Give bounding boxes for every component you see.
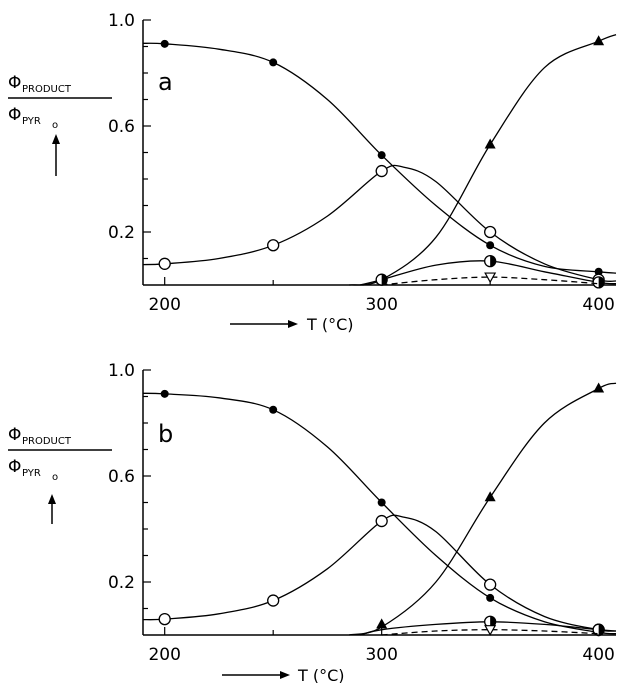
panel-b-open-circle-marker — [158, 612, 171, 626]
panel-b-half-filled-circle-marker-half — [490, 616, 496, 628]
panel-b-filled-triangle-marker — [376, 618, 388, 629]
panel-a-ylabel-numerator: Φ — [8, 73, 21, 93]
panel-a-half-filled-circle-marker-half — [490, 255, 496, 267]
panel-a-axes: 0.2 0.6 1.0 200 300 400 — [108, 11, 616, 315]
panel-b-x-tick-label: 300 — [365, 645, 397, 665]
panel-b-series-0-line — [142, 392, 617, 635]
panel-b-xlabel-arrowhead — [280, 671, 290, 679]
panel-a-xlabel: T (°C) — [230, 315, 354, 334]
panel-b-filled-triangle-marker — [484, 491, 496, 502]
panel-b-filled-circle-marker — [269, 405, 278, 414]
panel-b-xlabel-text: T (°C) — [297, 666, 345, 683]
panel-a-half-filled-circle-marker — [375, 273, 388, 286]
panel-b-half-filled-circle-marker — [592, 623, 605, 636]
panel-a-filled-triangle-marker — [484, 138, 496, 149]
panel-a-filled-circle-marker — [486, 241, 495, 250]
panel-a-open-circle-marker — [375, 164, 388, 178]
panel-a-ylabel-denominator-subsub: o — [52, 120, 58, 131]
panel-a-plot — [142, 33, 617, 289]
panel-b-half-filled-circle-marker — [484, 615, 497, 628]
panel-b-filled-circle-marker — [486, 593, 495, 602]
panel-b-ylabel-numerator: Φ — [8, 425, 21, 445]
panel-a-filled-circle-marker — [160, 39, 169, 48]
panel-a-y-tick-label: 0.2 — [108, 223, 135, 243]
panel-a-x-tick-label: 300 — [365, 295, 397, 315]
panel-a-half-filled-circle-marker-half — [598, 276, 605, 288]
panel-a-letter: a — [158, 68, 173, 96]
panel-a-open-circle-marker — [484, 225, 497, 239]
panel-b-y-tick-label: 0.2 — [108, 573, 135, 593]
panel-a-ylabel: Φ PRODUCT Φ PYR o — [8, 73, 112, 176]
panel-b-half-filled-circle-marker-half — [598, 624, 605, 636]
panel-a-filled-circle-marker — [269, 58, 278, 67]
panel-a-ylabel-arrowhead — [52, 134, 60, 144]
panel-b-letter: b — [158, 420, 173, 448]
panel-b-plot — [142, 382, 617, 637]
panel-b-filled-circle-marker — [377, 498, 386, 507]
panel-a-y-tick-label: 1.0 — [108, 11, 135, 31]
panel-b-axes: 0.2 0.6 1.0 200 300 400 — [108, 361, 616, 665]
panel-a-open-circle-marker — [267, 239, 280, 252]
panel-b-y-tick-label: 1.0 — [108, 361, 135, 381]
panel-b-series-1-line — [142, 514, 617, 632]
panel-a-open-triangle-down-marker — [484, 272, 497, 284]
panel-b-x-tick-label: 400 — [582, 645, 614, 665]
panel-b-y-tick-label: 0.6 — [108, 467, 135, 487]
panel-a-ylabel-denominator-sub: PYR — [22, 116, 41, 127]
panel-b-filled-triangle-marker — [593, 382, 605, 393]
panel-a-x-tick-label: 400 — [582, 295, 614, 315]
panel-a-series-4-line — [381, 276, 599, 286]
panel-b: Φ PRODUCT Φ PYR o b 0.2 0.6 1.0 200 300 400 T… — [8, 361, 617, 683]
panel-a: Φ PRODUCT Φ PYR o a 0.2 0.6 1.0 200 300 400 T… — [8, 11, 617, 334]
panel-b-open-triangle-down-marker — [484, 625, 497, 636]
panel-b-open-circle-marker — [375, 514, 388, 528]
panel-a-half-filled-circle-marker-half — [381, 274, 388, 286]
panel-a-ylabel-numerator-sub: PRODUCT — [22, 84, 72, 95]
panel-a-x-tick-label: 200 — [148, 295, 180, 315]
panel-a-filled-circle-marker — [594, 267, 603, 276]
panel-b-ylabel-denominator-sub: PYR — [22, 468, 41, 479]
panel-a-y-tick-label: 0.6 — [108, 117, 135, 137]
panel-b-ylabel-arrowhead — [48, 494, 56, 504]
panel-b-open-circle-marker — [267, 594, 280, 607]
panel-b-series-4-line — [381, 629, 599, 636]
panel-b-ylabel-numerator-sub: PRODUCT — [22, 436, 72, 447]
panel-a-xlabel-text: T (°C) — [306, 315, 354, 334]
panel-b-xlabel: T (°C) — [222, 666, 345, 683]
panel-a-ylabel-denominator: Φ — [8, 105, 21, 125]
panel-a-series-1-line — [142, 164, 617, 283]
panel-b-ylabel-denominator: Φ — [8, 457, 21, 477]
panel-b-open-circle-marker — [484, 578, 497, 591]
panel-b-ylabel-denominator-subsub: o — [52, 472, 58, 483]
panel-a-filled-triangle-marker — [593, 35, 605, 46]
panel-a-series-2-line — [348, 33, 617, 286]
panel-a-filled-circle-marker — [377, 151, 386, 160]
panel-a-half-filled-circle-marker — [484, 254, 497, 268]
panel-b-x-tick-label: 200 — [148, 645, 180, 665]
panel-b-ylabel: Φ PRODUCT Φ PYR o — [8, 425, 112, 524]
panel-a-open-circle-marker — [158, 257, 171, 270]
panel-a-half-filled-circle-marker — [592, 276, 605, 289]
panel-b-filled-circle-marker — [160, 389, 169, 398]
panel-a-xlabel-arrowhead — [288, 320, 298, 328]
